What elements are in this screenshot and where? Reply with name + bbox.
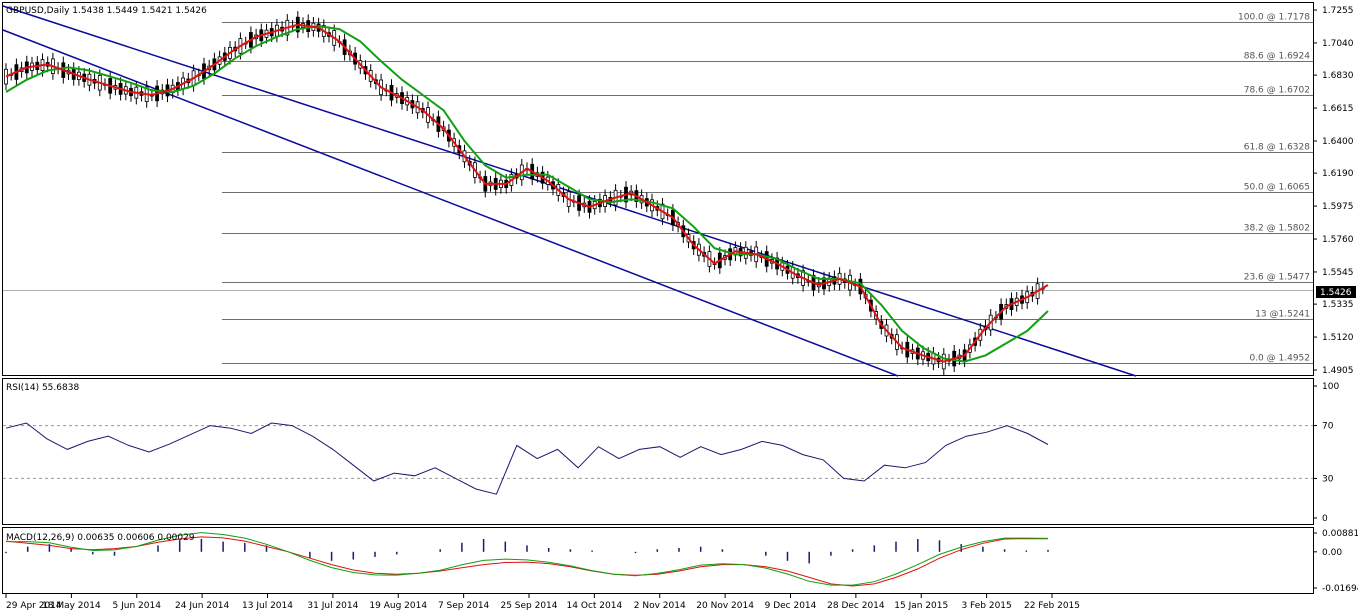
x-axis-label: 22 Feb 2015: [1024, 601, 1080, 611]
macd-title: MACD(12,26,9) 0.00635 0.00606 0.00029: [6, 533, 195, 543]
rsi-axis-label: 70: [1322, 422, 1334, 432]
macd-signal-line: [5, 536, 1049, 587]
macd-axis-label: -0.01694: [1322, 584, 1358, 594]
slow-ma-line: [5, 25, 1049, 363]
x-axis-label: 9 Dec 2014: [765, 601, 817, 611]
macd-main-line: [6, 532, 1049, 586]
rsi-axis-label: 30: [1322, 474, 1334, 484]
x-axis-label: 19 Aug 2014: [369, 601, 427, 611]
channel-lower-line: [2, 29, 899, 377]
price-axis-label: 1.6400: [1322, 137, 1354, 147]
price-axis-label: 1.7040: [1322, 39, 1354, 49]
fib-level-label: 38.2 @ 1.5802: [1244, 224, 1310, 234]
fast-ma-line: [5, 23, 1049, 363]
channel-upper-line: [2, 5, 1137, 377]
x-axis-label: 25 Sep 2014: [500, 601, 557, 611]
price-axis-label: 1.6190: [1322, 169, 1354, 179]
x-axis-label: 18 May 2014: [42, 601, 101, 611]
macd-axis-label: 0.00: [1322, 548, 1342, 558]
fib-level-label: 13 @1.5241: [1255, 310, 1310, 320]
fib-level-label: 0.0 @ 1.4952: [1249, 354, 1310, 364]
macd-axis-label: 0.00881: [1322, 529, 1358, 539]
rsi-axis-label: 0: [1322, 514, 1328, 524]
x-axis-label: 15 Jan 2015: [894, 601, 948, 611]
rsi-line: [5, 422, 1049, 495]
x-axis-label: 24 Jun 2014: [175, 601, 229, 611]
x-axis-label: 20 Nov 2014: [696, 601, 754, 611]
x-axis-label: 7 Sep 2014: [438, 601, 490, 611]
x-axis-label: 31 Jul 2014: [307, 601, 358, 611]
x-axis-label: 13 Jul 2014: [242, 601, 293, 611]
price-axis-label: 1.4905: [1322, 366, 1354, 376]
rsi-title: RSI(14) 55.6838: [6, 383, 79, 393]
macd-pane[interactable]: [2, 527, 1314, 594]
x-axis-label: 29 Apr 2014: [6, 601, 62, 611]
fib-level-label: 23.6 @ 1.5477: [1244, 273, 1310, 283]
price-axis-label: 1.6615: [1322, 104, 1354, 114]
price-axis-label: 1.7255: [1322, 6, 1354, 16]
price-axis-label: 1.6830: [1322, 71, 1354, 81]
price-axis-label: 1.5975: [1322, 202, 1354, 212]
fib-level-label: 100.0 @ 1.7178: [1238, 13, 1310, 23]
price-axis-label: 1.5760: [1322, 235, 1354, 245]
x-axis-label: 14 Oct 2014: [567, 601, 623, 611]
fib-level-label: 88.6 @ 1.6924: [1244, 52, 1311, 62]
fib-level-label: 50.0 @ 1.6065: [1244, 183, 1310, 193]
current-price-box: [1316, 286, 1356, 298]
rsi-pane[interactable]: [2, 378, 1314, 525]
x-axis-label: 5 Jun 2014: [113, 601, 162, 611]
current-price-label: 1.5426: [1320, 288, 1352, 298]
fib-level-label: 61.8 @ 1.6328: [1244, 143, 1311, 153]
price-axis-label: 1.5120: [1322, 333, 1354, 343]
price-axis-label: 1.5545: [1322, 268, 1354, 278]
x-axis-label: 28 Dec 2014: [827, 601, 885, 611]
fib-level-label: 78.6 @ 1.6702: [1244, 86, 1310, 96]
x-axis-label: 2 Nov 2014: [634, 601, 686, 611]
price-axis-label: 1.5335: [1322, 300, 1354, 310]
x-axis-label: 3 Feb 2015: [961, 601, 1011, 611]
rsi-axis-label: 100: [1322, 382, 1339, 392]
chart-header: GBPUSD,Daily 1.5438 1.5449 1.5421 1.5426: [6, 6, 207, 16]
